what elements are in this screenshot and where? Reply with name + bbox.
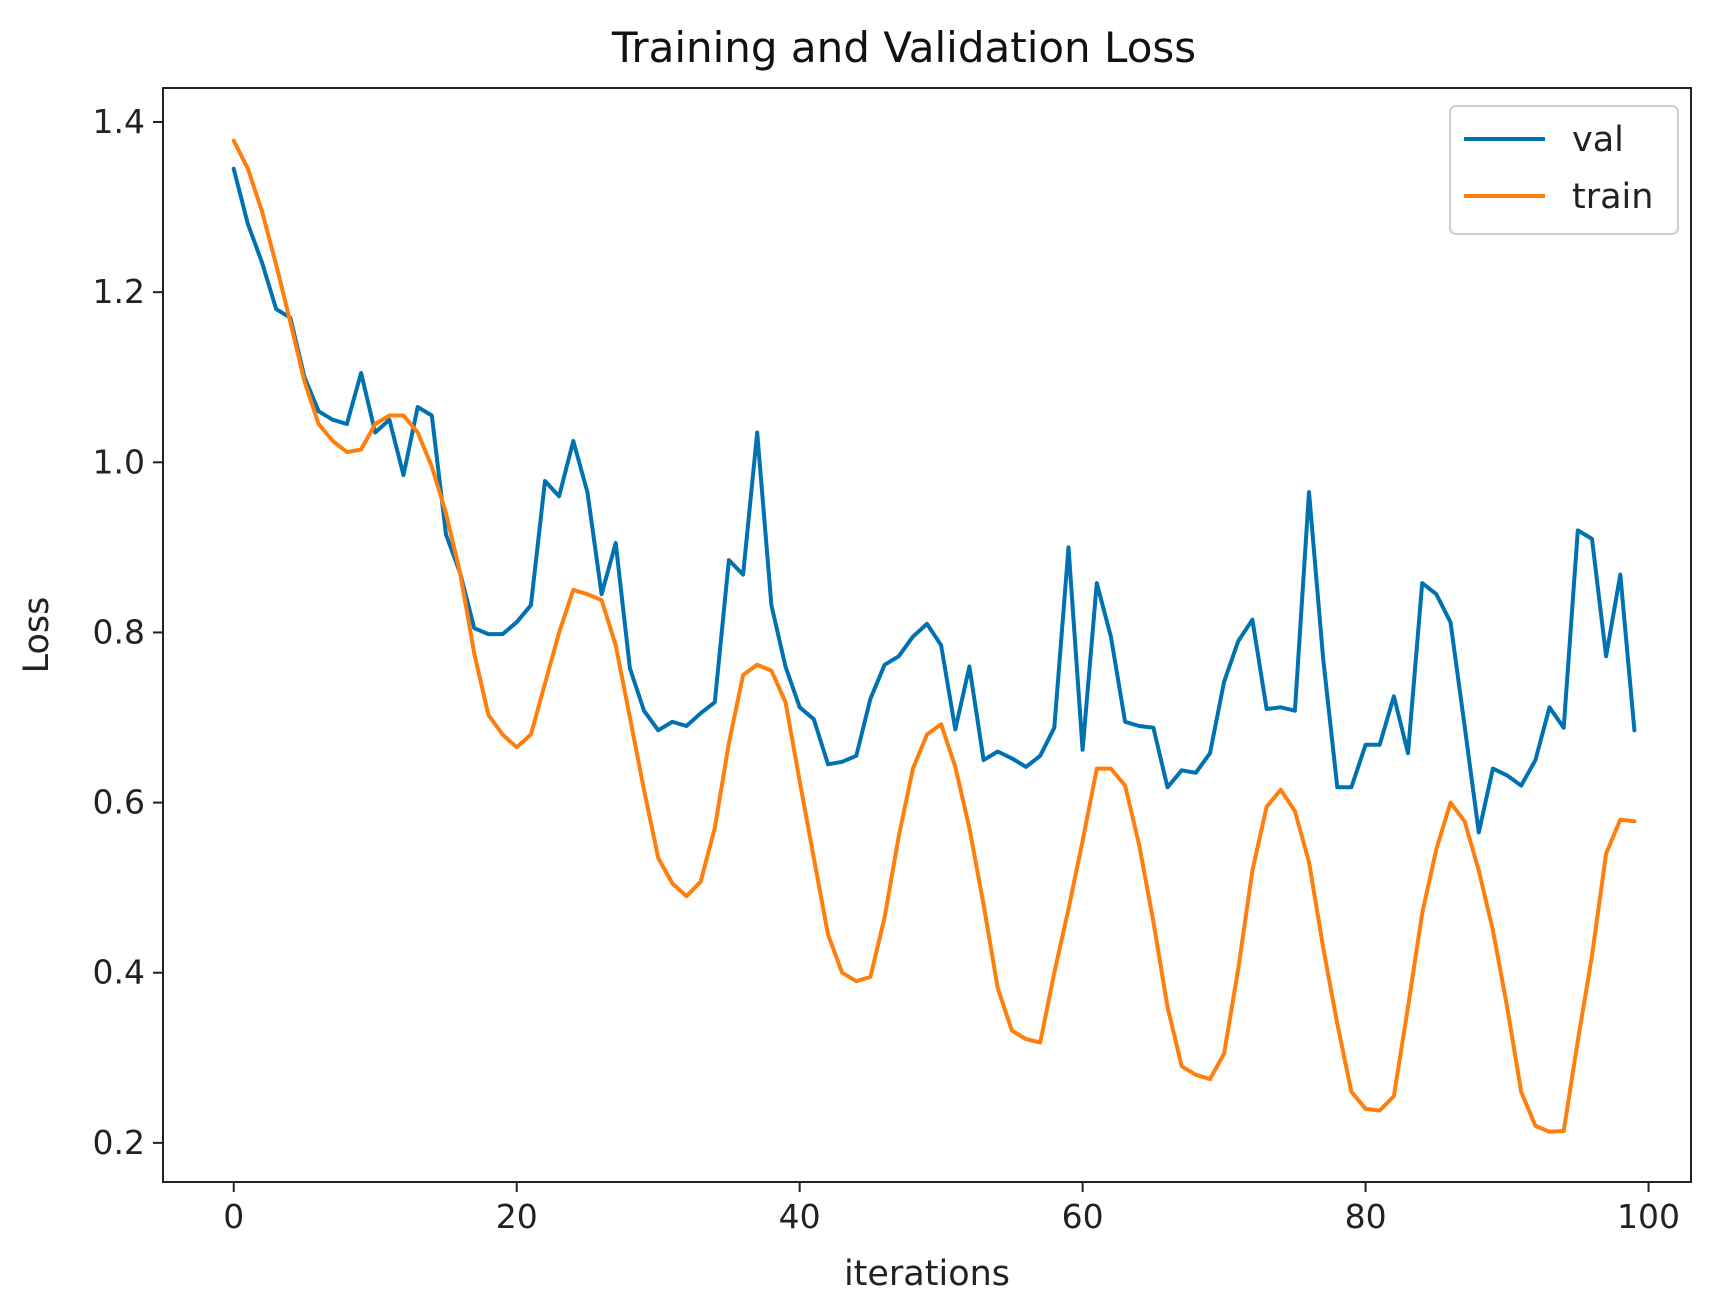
plot-frame [162, 87, 1692, 1183]
chart-title: Training and Validation Loss [611, 23, 1196, 72]
plot-area: 0 20 40 60 80 100 0.2 0.4 0.6 0.8 1.0 1.2 1.4 [93, 87, 1692, 1236]
x-axis-ticks: 0 20 40 60 80 100 [223, 1182, 1680, 1236]
y-tick-label: 0.2 [93, 1123, 145, 1162]
legend-label-train: train [1572, 177, 1653, 217]
x-tick-label: 100 [1617, 1197, 1680, 1236]
x-tick-label: 40 [779, 1197, 821, 1236]
x-tick-label: 80 [1345, 1197, 1387, 1236]
y-axis-title: Loss [17, 597, 57, 674]
y-tick-label: 0.8 [93, 612, 145, 651]
legend: val train [1449, 105, 1679, 235]
series-line-val [231, 166, 1637, 835]
y-axis-ticks: 0.2 0.4 0.6 0.8 1.0 1.2 1.4 [93, 102, 163, 1162]
y-tick-label: 1.2 [93, 272, 145, 311]
x-axis-title: iterations [844, 1254, 1010, 1294]
series-lines [231, 138, 1637, 1134]
series-line-train [231, 138, 1637, 1134]
y-tick-label: 0.4 [93, 953, 145, 992]
x-tick-label: 0 [223, 1197, 244, 1236]
x-tick-label: 20 [496, 1197, 538, 1236]
legend-label-val: val [1572, 120, 1624, 160]
x-tick-label: 60 [1062, 1197, 1104, 1236]
y-tick-label: 0.6 [93, 783, 145, 822]
y-tick-label: 1.4 [93, 102, 145, 141]
y-tick-label: 1.0 [93, 442, 145, 481]
